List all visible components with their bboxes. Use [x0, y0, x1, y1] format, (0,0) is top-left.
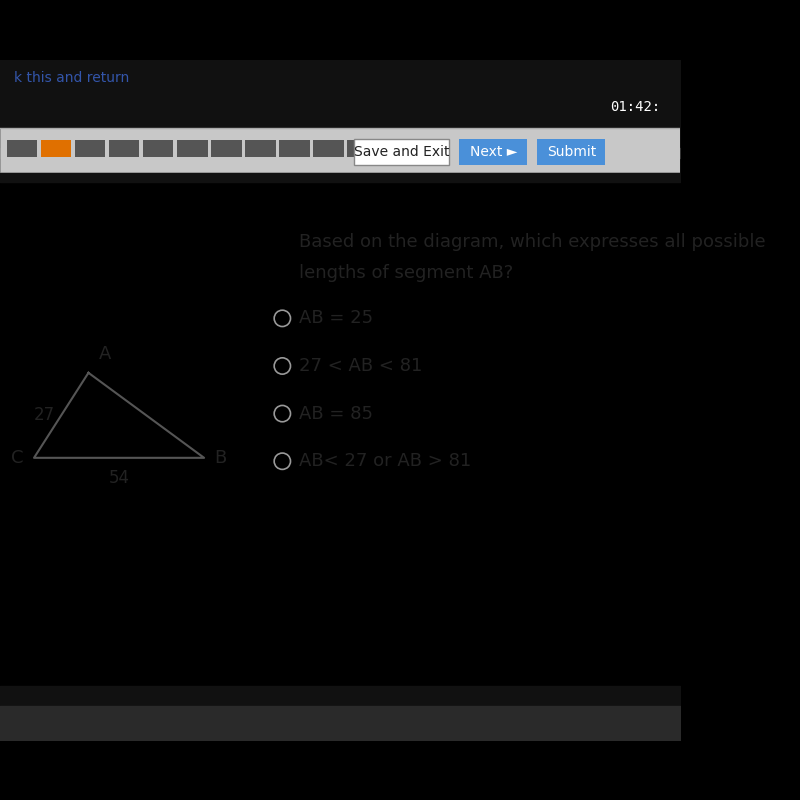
Bar — [245, 140, 275, 157]
Text: 27 < AB < 81: 27 < AB < 81 — [299, 357, 422, 375]
Text: k this and return: k this and return — [14, 71, 129, 86]
Text: Submit: Submit — [547, 146, 596, 159]
Bar — [177, 140, 207, 157]
Text: 27: 27 — [34, 406, 54, 424]
Text: C: C — [11, 449, 24, 467]
Bar — [211, 140, 242, 157]
Text: 54: 54 — [109, 470, 130, 487]
FancyBboxPatch shape — [0, 60, 680, 182]
Bar — [41, 140, 71, 157]
Text: AB< 27 or AB > 81: AB< 27 or AB > 81 — [299, 452, 471, 470]
Text: AB = 85: AB = 85 — [299, 405, 374, 422]
Bar — [143, 140, 174, 157]
Bar — [459, 139, 527, 166]
Text: AB = 25: AB = 25 — [299, 310, 374, 327]
Bar — [7, 140, 38, 157]
Bar — [347, 140, 378, 157]
Bar — [538, 139, 606, 166]
Text: B: B — [214, 449, 226, 467]
Bar — [354, 139, 449, 166]
Bar — [75, 140, 106, 157]
Text: 01:42:: 01:42: — [610, 101, 660, 114]
Text: lengths of segment AB?: lengths of segment AB? — [299, 264, 514, 282]
Text: A: A — [98, 345, 111, 362]
Text: Next ►: Next ► — [470, 146, 517, 159]
Bar — [279, 140, 310, 157]
Bar — [0, 128, 680, 172]
Bar — [109, 140, 139, 157]
Text: Based on the diagram, which expresses all possible: Based on the diagram, which expresses al… — [299, 234, 766, 251]
Text: Save and Exit: Save and Exit — [354, 146, 449, 159]
Bar — [313, 140, 343, 157]
